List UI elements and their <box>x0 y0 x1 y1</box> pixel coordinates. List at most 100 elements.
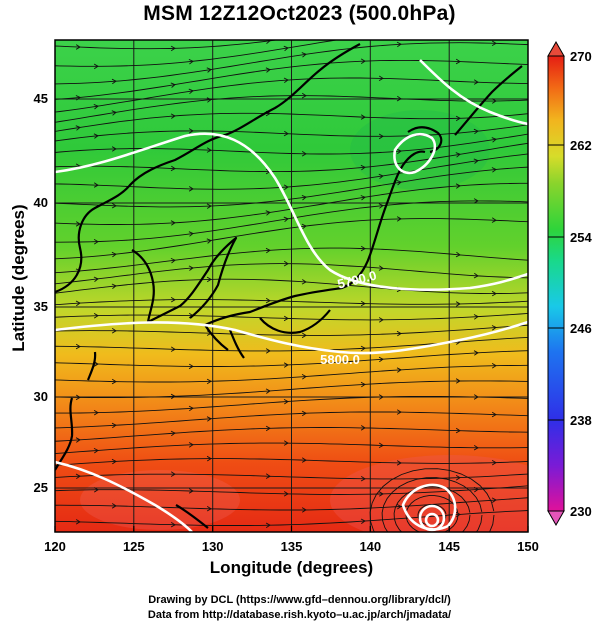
streamline-arrow <box>170 220 176 226</box>
y-tick-label: 35 <box>34 299 48 314</box>
streamline-arrow <box>206 97 212 103</box>
streamline-arrow <box>378 317 384 323</box>
streamline-arrow <box>170 471 176 477</box>
streamline <box>55 40 280 50</box>
streamline <box>55 395 528 414</box>
streamline-arrow <box>75 394 81 401</box>
streamline-arrow <box>75 519 81 525</box>
streamline <box>55 380 528 399</box>
x-tick-label: 120 <box>44 539 66 554</box>
streamline-arrow <box>301 52 307 58</box>
streamline-arrow <box>455 301 461 307</box>
streamline-arrow <box>75 125 81 131</box>
streamline-arrow <box>378 356 384 363</box>
streamline-arrow <box>93 133 99 139</box>
streamline-arrow <box>75 95 81 101</box>
streamline-arrow <box>491 217 497 223</box>
streamline-arrow <box>491 137 497 143</box>
streamline-arrow <box>75 221 81 227</box>
streamline-arrow <box>283 184 289 190</box>
coastlines <box>55 43 523 529</box>
streamline-arrow <box>93 276 99 282</box>
streamline <box>55 112 528 132</box>
streamline <box>55 247 528 274</box>
streamline <box>55 59 528 100</box>
streamline-vortex <box>381 477 483 532</box>
streamline-arrow <box>396 216 402 222</box>
streamline <box>55 473 528 480</box>
streamline-arrow <box>206 203 212 209</box>
streamline-arrow <box>396 148 402 155</box>
x-tick-label: 125 <box>123 539 145 554</box>
colorbar-tick-label: 238 <box>570 413 592 428</box>
streamline <box>55 42 528 85</box>
streamline-arrow <box>111 458 117 465</box>
streamline-arrow <box>111 283 117 289</box>
streamline-arrow <box>111 78 117 85</box>
streamline-arrow <box>455 378 461 384</box>
colorbar: 270 262 254 246 238 230 <box>547 40 592 527</box>
streamline-arrow <box>283 216 289 223</box>
streamline-arrow <box>206 455 212 462</box>
streamline-arrow <box>75 473 81 479</box>
streamline-arrow <box>75 437 81 443</box>
contour-label-5800: 5800.0 <box>320 352 360 367</box>
streamline-arrow <box>360 58 366 64</box>
colorbar-tick-label: 246 <box>570 321 592 336</box>
streamline-arrow <box>111 251 117 258</box>
streamline-arrow <box>283 45 289 52</box>
streamline-arrow <box>283 362 289 368</box>
streamline-arrow <box>93 313 99 319</box>
streamline-arrow <box>301 410 307 417</box>
streamline-arrow <box>378 394 384 400</box>
streamline-arrow <box>188 405 194 412</box>
streamline-arrow <box>188 363 194 370</box>
streamline-arrow <box>491 290 497 297</box>
streamline <box>55 324 528 336</box>
streamline-arrow <box>455 251 461 258</box>
streamline-arrow <box>170 393 176 400</box>
streamline-arrow <box>265 210 271 216</box>
streamline-arrow <box>491 497 497 503</box>
streamline-arrow <box>188 186 194 192</box>
streamline-arrow <box>283 399 289 405</box>
streamline-arrow <box>265 473 271 479</box>
map-title: MSM 12Z12Oct2023 (500.0hPa) <box>143 2 456 25</box>
streamline-arrow <box>170 165 176 172</box>
streamline-arrow <box>473 314 479 320</box>
streamline-arrow <box>265 247 271 254</box>
streamline-arrow <box>93 447 99 454</box>
streamline-arrow <box>111 203 117 209</box>
streamline-arrow <box>111 422 117 429</box>
streamline-arrow <box>360 476 366 482</box>
streamline-arrow <box>206 416 212 422</box>
streamline-arrow <box>265 425 271 432</box>
streamline-arrow <box>188 488 194 494</box>
streamline-arrow <box>170 257 176 264</box>
streamline-arrow <box>360 114 366 120</box>
streamline-arrow <box>170 522 176 528</box>
streamline-arrow <box>283 315 289 322</box>
streamline-arrow <box>170 297 176 303</box>
streamline-arrow <box>283 440 289 446</box>
streamline-arrow <box>75 44 81 50</box>
credit-data: Data from http://database.rish.kyoto–u.a… <box>147 609 452 621</box>
streamline-arrow <box>455 475 461 481</box>
streamline-arrow <box>379 31 383 36</box>
streamline-arrow <box>188 265 194 271</box>
streamline-arrow <box>473 350 479 356</box>
streamline-arrow <box>265 348 271 354</box>
streamline-arrow <box>170 430 176 437</box>
streamline-arrow <box>301 92 307 99</box>
colorbar-tick-label: 230 <box>570 504 592 519</box>
streamline-arrow <box>93 182 99 188</box>
streamline-arrow <box>188 442 194 448</box>
streamline <box>55 350 528 367</box>
streamline-arrow <box>455 115 461 122</box>
streamline-arrow <box>170 45 176 52</box>
streamline-arrow <box>378 265 384 271</box>
streamline-arrow <box>111 110 117 116</box>
colorbar-max-arrow <box>547 40 565 57</box>
x-tick-label: 145 <box>438 539 460 554</box>
streamline-arrow <box>360 518 366 524</box>
